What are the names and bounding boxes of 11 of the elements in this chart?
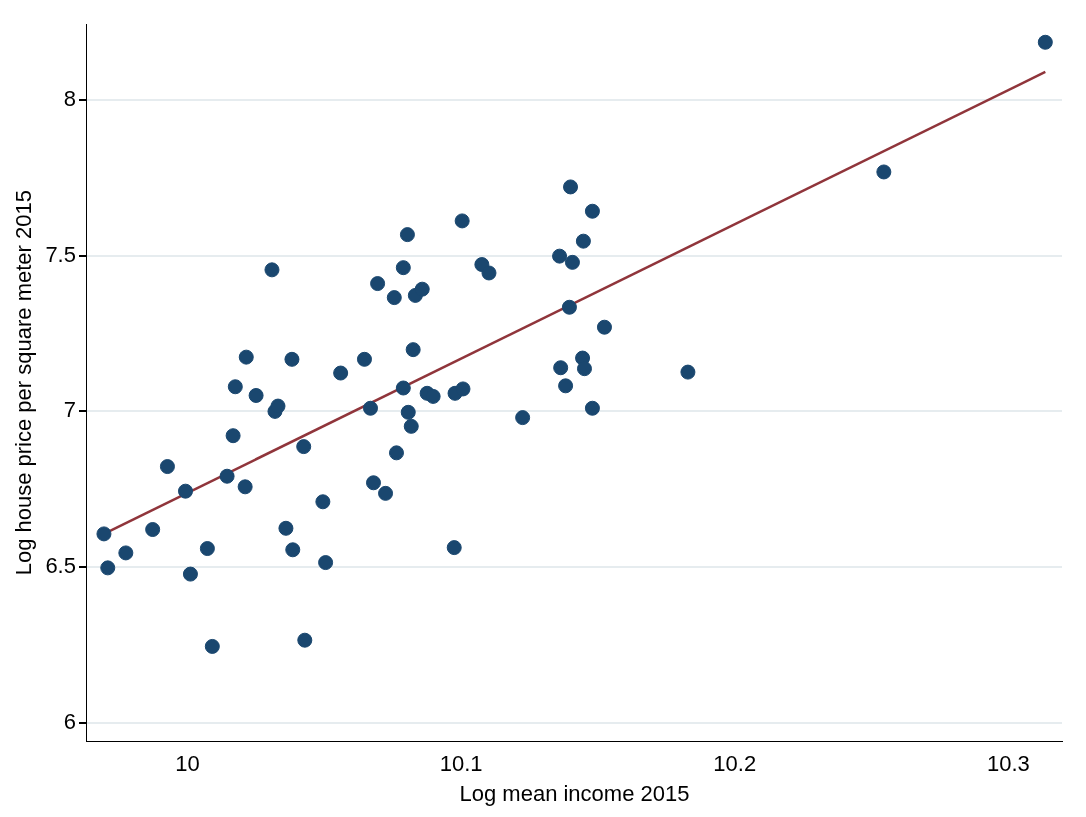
x-tick-label: 10.1 — [439, 751, 483, 777]
y-tick-label: 8 — [63, 85, 76, 111]
x-tick-label: 10.3 — [986, 751, 1030, 777]
x-axis-title: Log mean income 2015 — [459, 780, 690, 806]
y-tick-label: 6 — [63, 709, 76, 735]
y-axis-title: Log house price per square meter 2015 — [11, 190, 37, 576]
x-tick-label: 10 — [175, 751, 200, 777]
y-tick-label: 6.5 — [45, 553, 76, 579]
x-tick-label: 10.2 — [713, 751, 757, 777]
y-tick-label: 7.5 — [45, 241, 76, 267]
y-tick-label: 7 — [63, 397, 76, 423]
